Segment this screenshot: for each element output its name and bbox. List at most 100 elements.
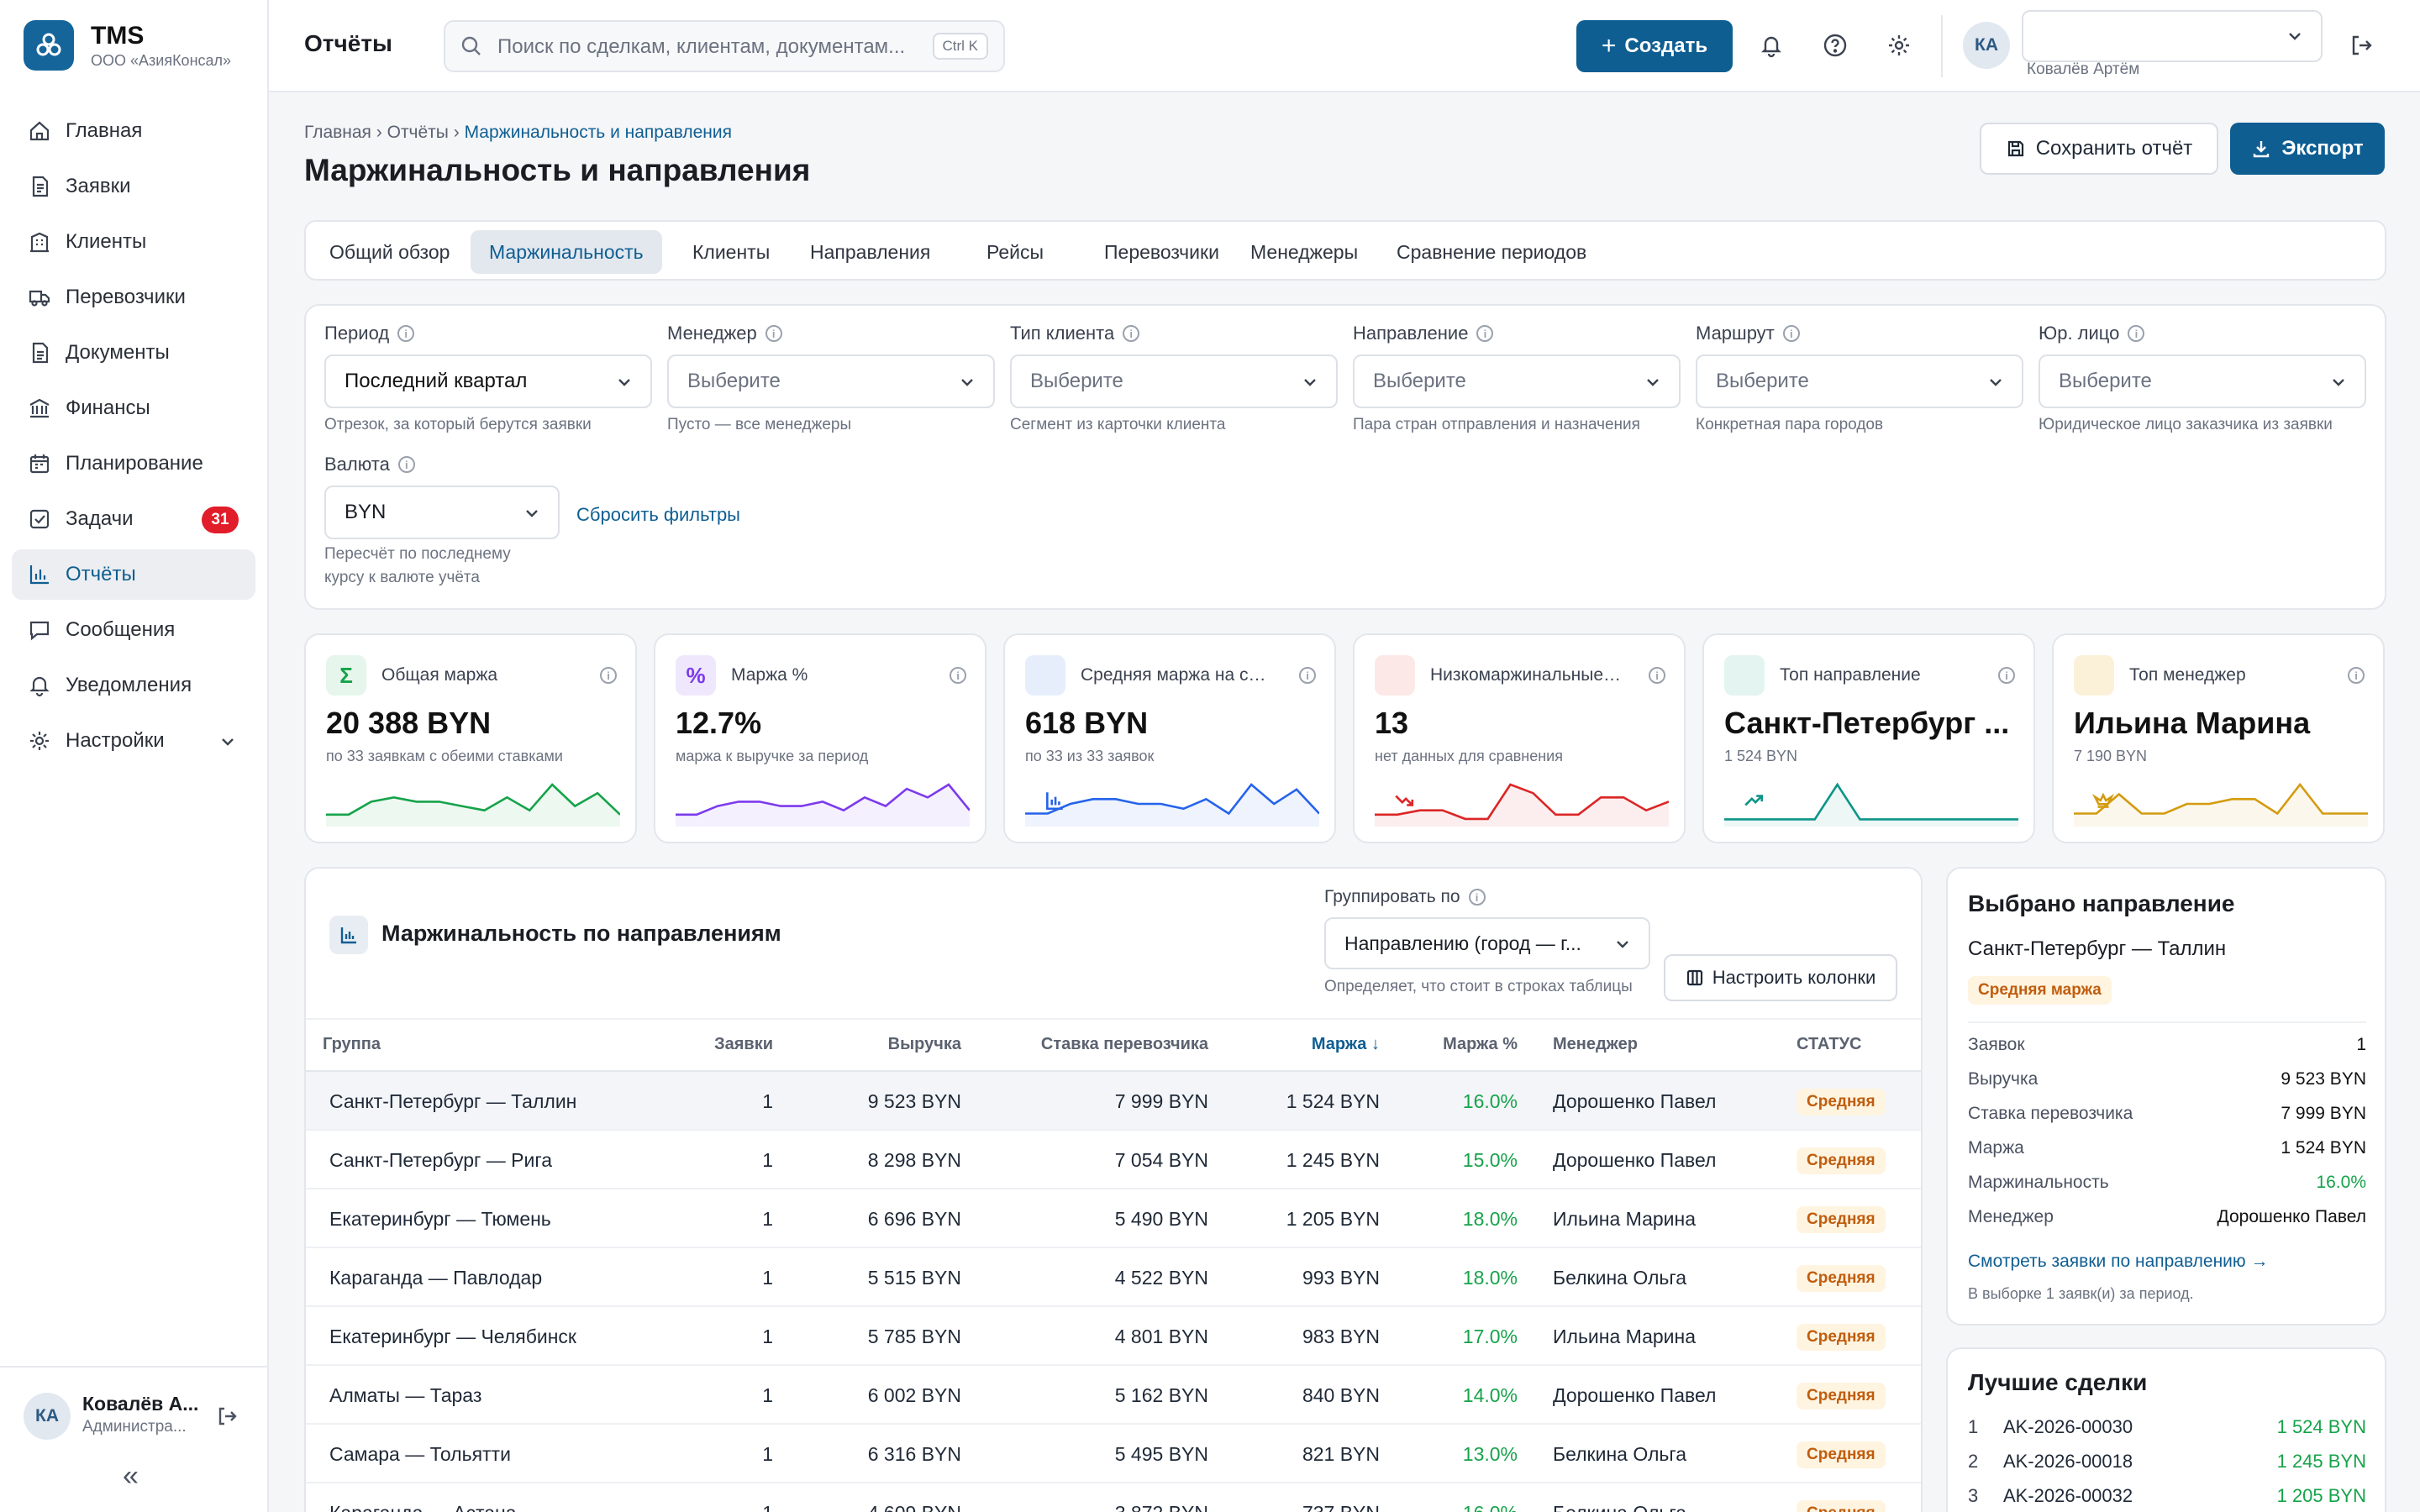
info-icon[interactable]: i bbox=[950, 667, 966, 684]
deal-id[interactable]: AK-2026-00018 bbox=[2003, 1451, 2133, 1472]
sidebar-item-1[interactable]: Заявки bbox=[12, 161, 255, 212]
table-row[interactable]: Караганда — Павлодар 1 5 515 BYN 4 522 BYN 9… bbox=[306, 1248, 1921, 1307]
sidebar-item-4[interactable]: Документы bbox=[12, 328, 255, 378]
kpi-card[interactable]: % Маржа % i 12.7% маржа к выручке за период bbox=[654, 633, 986, 843]
table-row[interactable]: Самара — Тольятти 1 6 316 BYN 5 495 BYN 821 … bbox=[306, 1425, 1921, 1483]
info-icon[interactable]: i bbox=[2348, 667, 2365, 684]
gear-icon[interactable] bbox=[1882, 29, 1916, 62]
column-header[interactable]: СТАТУС bbox=[1797, 1035, 1862, 1053]
filter-select[interactable]: Выберите bbox=[1010, 354, 1338, 408]
column-header[interactable]: Группа bbox=[323, 1035, 381, 1053]
breadcrumb-reports[interactable]: Отчёты bbox=[387, 123, 449, 142]
filter-label: Юр. лицо i bbox=[2039, 323, 2145, 344]
reset-filters-link[interactable]: Сбросить фильтры bbox=[576, 504, 740, 525]
info-icon[interactable]: i bbox=[1649, 667, 1665, 684]
logout-icon[interactable] bbox=[2344, 29, 2378, 62]
table-row[interactable]: Санкт-Петербург — Рига 1 8 298 BYN 7 054 BY… bbox=[306, 1131, 1921, 1189]
avatar[interactable]: КА bbox=[24, 1393, 71, 1440]
deal-id[interactable]: AK-2026-00032 bbox=[2003, 1485, 2133, 1506]
table-row[interactable]: Алматы — Тараз 1 6 002 BYN 5 162 BYN 840 BYN… bbox=[306, 1366, 1921, 1425]
deal-id[interactable]: AK-2026-00030 bbox=[2003, 1416, 2133, 1437]
sidebar-item-label: Отчёты bbox=[66, 563, 136, 585]
filter-select[interactable]: Выберите bbox=[667, 354, 995, 408]
sidebar-item-0[interactable]: Главная bbox=[12, 106, 255, 156]
info-icon[interactable]: i bbox=[397, 456, 415, 473]
sidebar-item-3[interactable]: Перевозчики bbox=[12, 272, 255, 323]
sidebar-item-9[interactable]: Сообщения bbox=[12, 605, 255, 655]
breadcrumb-home[interactable]: Главная bbox=[304, 123, 371, 142]
info-icon[interactable]: i bbox=[1476, 325, 1494, 342]
column-header[interactable]: Заявки bbox=[714, 1035, 773, 1053]
info-icon[interactable]: i bbox=[397, 325, 415, 342]
currency-hint-line-2: курсу к валюте учёта bbox=[324, 569, 480, 586]
info-icon[interactable]: i bbox=[2128, 325, 2145, 342]
table-row[interactable]: Санкт-Петербург — Таллин 1 9 523 BYN 7 999 … bbox=[306, 1072, 1921, 1131]
column-header[interactable]: Менеджер bbox=[1553, 1035, 1638, 1053]
tab-6[interactable]: Менеджеры bbox=[1250, 240, 1359, 263]
selected-direction-card bbox=[1946, 867, 2386, 1326]
info-icon[interactable]: i bbox=[1123, 325, 1140, 342]
sidebar-item-11[interactable]: Настройки bbox=[12, 716, 255, 766]
tab-3[interactable]: Направления bbox=[810, 240, 931, 263]
revenue-cell: 8 298 BYN bbox=[867, 1149, 961, 1171]
table-row[interactable]: Екатеринбург — Челябинск 1 5 785 BYN 4 801 … bbox=[306, 1307, 1921, 1366]
revenue-cell: 4 609 BYN bbox=[868, 1502, 961, 1512]
filter-select[interactable]: Выберите bbox=[2039, 354, 2366, 408]
deal-margin: 1 205 BYN bbox=[2276, 1485, 2366, 1506]
kpi-card[interactable]: Σ Общая маржа i 20 388 BYN по 33 заявкам с о… bbox=[304, 633, 637, 843]
export-button[interactable]: Экспорт bbox=[2230, 123, 2385, 175]
trend-up-icon bbox=[1724, 655, 1765, 806]
kpi-card[interactable]: Топ менеджер i Ильина Марина 7 190 BYN bbox=[2052, 633, 2385, 843]
sidebar-item-8[interactable]: Отчёты bbox=[12, 549, 255, 600]
filter-hint: Пусто — все менеджеры bbox=[667, 416, 852, 433]
kpi-card[interactable]: Топ направление i Санкт-Петербург ... 1 524… bbox=[1702, 633, 2035, 843]
view-direction-orders-link[interactable]: Смотреть заявки по направлению → bbox=[1968, 1252, 2269, 1271]
kpi-card[interactable]: Низкомаржинальные с... i 13 нет данных для … bbox=[1353, 633, 1686, 843]
table-row[interactable]: Караганда — Астана 1 4 609 BYN 3 872 BYN 737… bbox=[306, 1483, 1921, 1512]
info-icon[interactable]: i bbox=[1468, 889, 1486, 906]
tasks-count-badge: 31 bbox=[202, 507, 239, 533]
user-avatar[interactable]: КА bbox=[1963, 22, 2010, 69]
info-icon[interactable]: i bbox=[1782, 325, 1800, 342]
column-header[interactable]: Маржа ↓ bbox=[1311, 1035, 1380, 1053]
sidebar-item-10[interactable]: Уведомления bbox=[12, 660, 255, 711]
sidebar-item-2[interactable]: Клиенты bbox=[12, 217, 255, 267]
info-icon[interactable]: i bbox=[600, 667, 617, 684]
search-input[interactable]: Поиск по сделкам, клиентам, документам..… bbox=[497, 35, 906, 58]
filter-label: Тип клиента i bbox=[1010, 323, 1140, 344]
filter-select[interactable]: Выберите bbox=[1353, 354, 1681, 408]
save-report-button[interactable]: Сохранить отчёт bbox=[1980, 123, 2218, 175]
table-row[interactable]: Екатеринбург — Тюмень 1 6 696 BYN 5 490 BYN… bbox=[306, 1189, 1921, 1248]
filter-select[interactable]: Последний квартал bbox=[324, 354, 652, 408]
sidebar-item-6[interactable]: Планирование bbox=[12, 438, 255, 489]
search-box[interactable]: Поиск по сделкам, клиентам, документам..… bbox=[444, 20, 1005, 72]
group-by-select[interactable]: Направлению (город — г... bbox=[1324, 917, 1650, 969]
configure-columns-button[interactable]: Настроить колонки bbox=[1664, 954, 1897, 1001]
tab-0[interactable]: Общий обзор bbox=[329, 240, 450, 263]
kpi-card[interactable]: Средняя маржа на сде... i 618 BYN по 33 из … bbox=[1003, 633, 1336, 843]
currency-label-text: Валюта bbox=[324, 454, 390, 475]
tab-4[interactable]: Рейсы bbox=[986, 240, 1044, 263]
tab-5[interactable]: Перевозчики bbox=[1104, 240, 1219, 263]
tab-1[interactable]: Маржинальность bbox=[471, 230, 662, 274]
collapse-sidebar-button[interactable]: « bbox=[123, 1460, 139, 1492]
bell-icon[interactable] bbox=[1754, 29, 1788, 62]
filter-select[interactable]: Выберите bbox=[1696, 354, 2023, 408]
logout-icon[interactable] bbox=[215, 1404, 239, 1432]
tab-7[interactable]: Сравнение периодов bbox=[1397, 240, 1587, 263]
currency-select[interactable]: BYN bbox=[324, 486, 560, 539]
column-header[interactable]: Маржа % bbox=[1443, 1035, 1518, 1053]
column-header[interactable]: Выручка bbox=[887, 1035, 961, 1053]
info-icon[interactable]: i bbox=[1998, 667, 2015, 684]
column-header[interactable]: Ставка перевозчика bbox=[1040, 1035, 1208, 1053]
chevron-down-icon bbox=[615, 373, 634, 397]
info-icon[interactable]: i bbox=[765, 325, 782, 342]
sidebar-item-7[interactable]: Задачи 31 bbox=[12, 494, 255, 544]
kpi-value: Ильина Марина bbox=[2074, 706, 2311, 740]
tab-2[interactable]: Клиенты bbox=[692, 240, 771, 263]
create-button[interactable]: + Создать bbox=[1576, 20, 1733, 72]
info-icon[interactable]: i bbox=[1299, 667, 1316, 684]
help-icon[interactable] bbox=[1818, 29, 1852, 62]
account-select[interactable] bbox=[2022, 10, 2323, 62]
sidebar-item-5[interactable]: Финансы bbox=[12, 383, 255, 433]
